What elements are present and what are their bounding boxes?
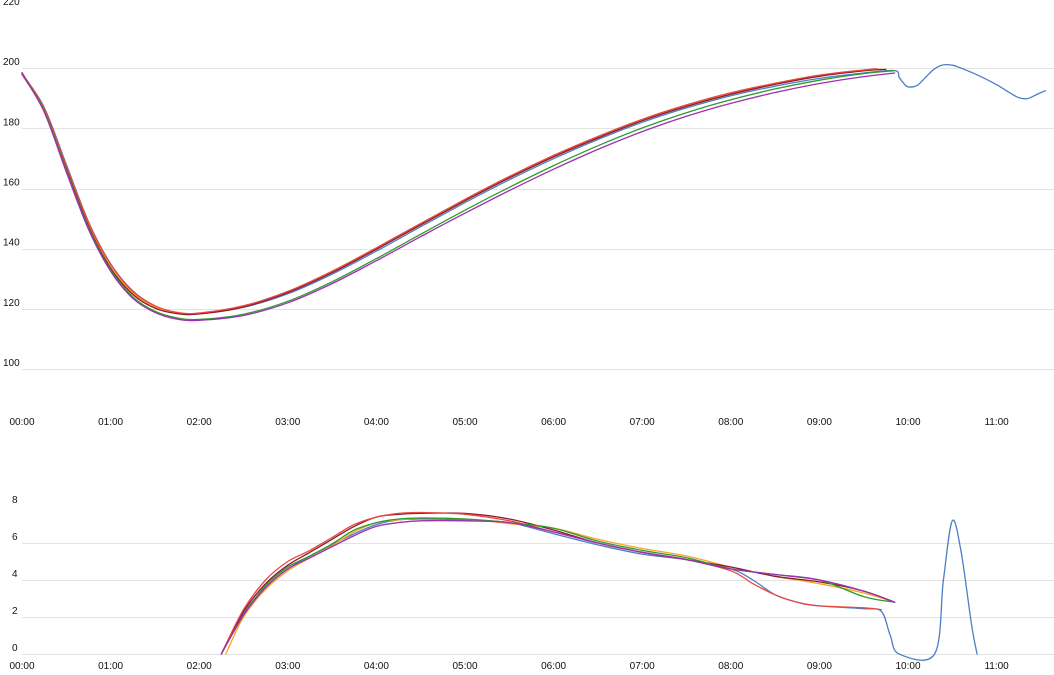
x-tick-label: 01:00 (98, 417, 123, 428)
series-line-0-4 (21, 69, 896, 321)
y-tick-label: 220 (3, 0, 20, 8)
x-tick-label: 09:00 (807, 661, 832, 672)
y-tick-label: 0 (12, 643, 18, 654)
y-tick-label: 6 (12, 532, 18, 543)
x-tick-label: 05:00 (452, 661, 477, 672)
x-tick-label: 02:00 (187, 417, 212, 428)
series-line-0-5 (21, 72, 896, 322)
y-tick-label: 160 (3, 178, 20, 189)
y-tick-label: 100 (3, 358, 20, 369)
x-tick-label: 03:00 (275, 417, 300, 428)
y-tick-label: 180 (3, 117, 20, 128)
x-tick-label: 01:00 (98, 661, 123, 672)
y-tick-label: 2 (12, 606, 18, 617)
x-tick-label: 03:00 (275, 661, 300, 672)
y-tick-label: 4 (12, 569, 18, 580)
x-tick-label: 00:00 (9, 417, 34, 428)
series-line-1-3 (220, 511, 883, 655)
x-tick-label: 05:00 (452, 417, 477, 428)
x-tick-label: 08:00 (718, 417, 743, 428)
x-tick-label: 08:00 (718, 661, 743, 672)
x-tick-label: 06:00 (541, 661, 566, 672)
x-tick-label: 07:00 (630, 661, 655, 672)
x-tick-label: 11:00 (984, 661, 1009, 672)
series-line-1-4 (220, 517, 896, 655)
y-tick-label: 140 (3, 238, 20, 249)
x-tick-label: 07:00 (630, 417, 655, 428)
series-line-1-2 (220, 512, 896, 655)
series-line-0-2 (21, 68, 887, 316)
lower-chart-panel: 0 2 4 6 8 00:00 01:00 02:00 03:00 04:00 05:00 06:00… (9, 495, 1054, 672)
series-line-1-5 (220, 519, 896, 655)
x-tick-label: 06:00 (541, 417, 566, 428)
series-line-0-1 (21, 68, 883, 316)
y-tick-label: 120 (3, 298, 20, 309)
x-tick-label: 00:00 (9, 661, 34, 672)
x-tick-label: 04:00 (364, 417, 389, 428)
y-tick-label: 8 (12, 495, 18, 506)
series-line-1-1 (225, 517, 896, 655)
x-tick-label: 09:00 (807, 417, 832, 428)
x-tick-label: 11:00 (984, 417, 1009, 428)
y-tick-label: 200 (3, 57, 20, 68)
x-tick-label: 02:00 (187, 661, 212, 672)
x-tick-label: 04:00 (364, 661, 389, 672)
upper-chart-panel: 100 120 140 160 180 200 220 00:00 01:00 02:00 03:0… (3, 0, 1054, 428)
x-tick-label: 10:00 (895, 661, 920, 672)
series-line-0-3 (21, 68, 878, 315)
x-tick-label: 10:00 (895, 417, 920, 428)
